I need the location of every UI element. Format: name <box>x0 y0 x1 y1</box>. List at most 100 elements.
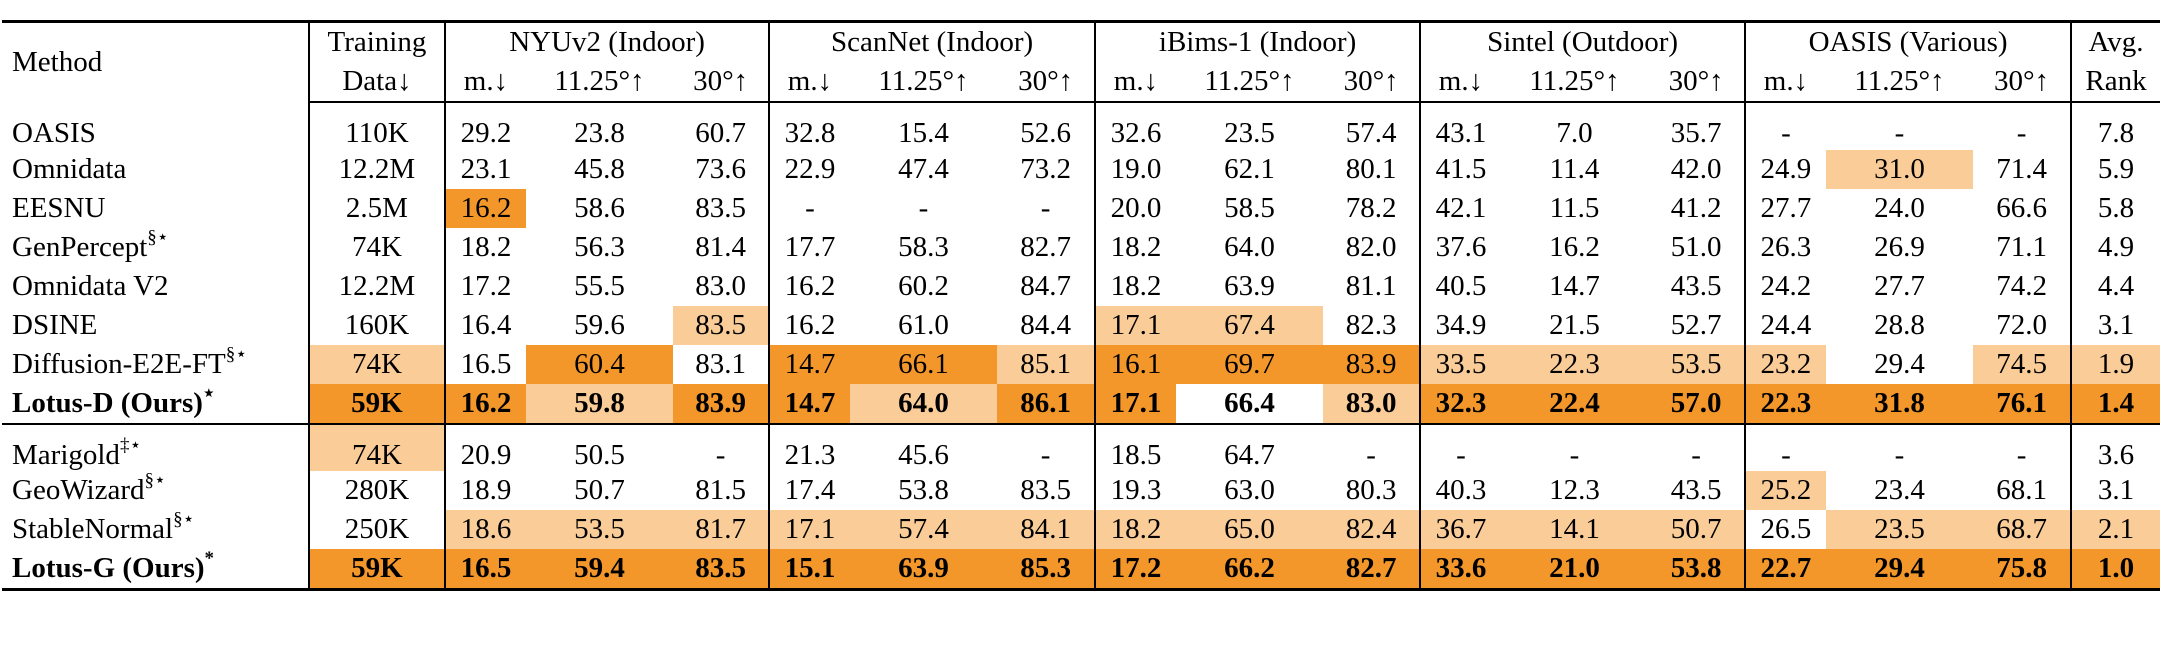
value-cell: 18.9 <box>444 471 526 510</box>
value-cell: 55.5 <box>574 270 625 302</box>
value-cell: 83.5 <box>1020 474 1071 506</box>
value-cell: 57.4 <box>1345 117 1397 149</box>
value-cell: 16.4 <box>444 306 526 345</box>
value-cell: 17.1 <box>1094 384 1176 425</box>
method-name: GenPercept <box>12 231 148 263</box>
value-cell: 21.0 <box>1500 549 1649 591</box>
value-cell: 84.7 <box>1020 270 1071 302</box>
value-cell: - <box>1419 424 1501 471</box>
value-cell: 20.0 <box>1094 189 1176 228</box>
table-row: DSINE 160K 16.4 59.6 83.5 16.2 61.0 84.4 17.1 67.… <box>2 306 2160 345</box>
metric-header: m.↓ <box>444 61 526 103</box>
value-cell: 83.5 <box>673 549 770 591</box>
value-cell: 32.8 <box>768 102 850 150</box>
value-cell: 21.5 <box>1549 309 1600 341</box>
avg-rank-cell: 4.9 <box>2070 228 2160 267</box>
method-name: Omnidata <box>12 153 127 185</box>
value-cell: 23.8 <box>574 117 625 149</box>
method-cell: Lotus-D (Ours)⋆ <box>2 384 309 425</box>
method-cell: Omnidata V2 <box>2 267 309 306</box>
value-cell: 51.0 <box>1670 231 1722 263</box>
method-name: GeoWizard <box>12 474 145 506</box>
table-row: OASIS 110K 29.2 23.8 60.7 32.8 15.4 52.6 32.6 23.… <box>2 102 2160 150</box>
value-cell: 61.0 <box>898 309 949 341</box>
value-cell: - <box>1894 117 1905 149</box>
value-cell: 7.0 <box>1556 117 1593 149</box>
table-row: StableNormal§⋆ 250K 18.6 53.5 81.7 17.1 57.4 84… <box>2 510 2160 549</box>
avg-rank-header-line1: Avg. <box>2070 20 2160 61</box>
value-cell: 53.8 <box>898 474 949 506</box>
value-cell: 28.8 <box>1874 309 1925 341</box>
method-name: OASIS <box>12 116 96 149</box>
value-cell: 11.4 <box>1549 153 1600 185</box>
value-cell: 15.4 <box>898 117 949 149</box>
avg-rank-cell: 3.1 <box>2070 306 2160 345</box>
value-cell: 26.5 <box>1744 510 1826 549</box>
value-cell: 14.7 <box>768 345 850 384</box>
value-cell: 60.7 <box>695 117 746 149</box>
avg-rank-cell: 7.8 <box>2070 102 2160 150</box>
value-cell: 43.1 <box>1419 102 1501 150</box>
value-cell: 83.1 <box>695 348 746 380</box>
value-cell: 17.2 <box>444 267 526 306</box>
avg-rank-header-line2: Rank <box>2070 61 2160 103</box>
table-row: Lotus-D (Ours)⋆ 59K 16.2 59.8 83.9 14.7 64.0 86… <box>2 384 2160 425</box>
value-cell: - <box>1744 102 1826 150</box>
method-cell: DSINE <box>2 306 309 345</box>
method-annotation: * <box>204 549 215 570</box>
value-cell: 26.9 <box>1874 231 1925 263</box>
value-cell: - <box>1366 438 1376 471</box>
value-cell: 59.8 <box>525 384 674 425</box>
value-cell: 34.9 <box>1419 306 1501 345</box>
value-cell: 14.7 <box>1549 270 1600 302</box>
method-cell: EESNU <box>2 189 309 228</box>
value-cell: 64.7 <box>1224 438 1275 471</box>
table-row: Lotus-G (Ours)* 59K 16.5 59.4 83.5 15.1 63.9 85… <box>2 549 2160 591</box>
value-cell: 81.1 <box>1345 270 1397 302</box>
header-row-metrics: Data↓ m.↓ 11.25°↑ 30°↑ m.↓ 11.25°↑ 30°↑ m.↓ 11.… <box>2 61 2160 103</box>
metric-header: 11.25°↑ <box>1175 61 1324 103</box>
avg-rank-cell: 1.0 <box>2070 549 2160 591</box>
method-cell: Diffusion-E2E-FT§⋆ <box>2 345 309 384</box>
value-cell: 17.1 <box>1094 306 1176 345</box>
value-cell: 64.0 <box>1224 231 1275 263</box>
value-cell: 53.5 <box>525 510 674 549</box>
avg-rank-cell: 1.4 <box>2070 384 2160 425</box>
value-cell: 58.3 <box>898 231 949 263</box>
method-name: Lotus-G (Ours) <box>12 552 205 584</box>
value-cell: 68.7 <box>1973 510 2072 549</box>
value-cell: 37.6 <box>1419 228 1501 267</box>
table-row: GenPercept§⋆ 74K 18.2 56.3 81.4 17.7 58.3 82.7 1… <box>2 228 2160 267</box>
method-annotation: §⋆ <box>147 228 169 249</box>
value-cell: 59.6 <box>574 309 625 341</box>
training-data-cell: 160K <box>307 306 446 345</box>
method-cell: GenPercept§⋆ <box>2 228 309 267</box>
value-cell: 71.4 <box>1996 153 2047 185</box>
value-cell: 80.1 <box>1345 153 1397 185</box>
value-cell: - <box>1691 438 1701 471</box>
value-cell: 66.4 <box>1175 384 1324 425</box>
training-data-cell: 110K <box>307 102 446 150</box>
value-cell: - <box>715 438 726 471</box>
value-cell: 16.5 <box>444 549 526 591</box>
dataset-header-ibims: iBims-1 (Indoor) <box>1094 20 1421 61</box>
value-cell: 83.5 <box>673 306 770 345</box>
method-cell: Omnidata <box>2 150 309 189</box>
value-cell: 82.7 <box>1323 549 1421 591</box>
value-cell: 63.9 <box>849 549 998 591</box>
value-cell: 81.7 <box>673 510 770 549</box>
avg-rank-cell: 4.4 <box>2070 267 2160 306</box>
value-cell: 59.4 <box>525 549 674 591</box>
method-cell: GeoWizard§⋆ <box>2 471 309 510</box>
value-cell: 24.4 <box>1744 306 1826 345</box>
value-cell: 67.4 <box>1175 306 1324 345</box>
value-cell: - <box>768 189 850 228</box>
value-cell: 50.7 <box>1648 510 1746 549</box>
value-cell: 17.1 <box>768 510 850 549</box>
value-cell: 18.2 <box>1094 228 1176 267</box>
value-cell: 52.6 <box>1020 117 1071 149</box>
metric-header: 30°↑ <box>997 61 1096 103</box>
value-cell: 41.5 <box>1419 150 1501 189</box>
value-cell: 84.4 <box>1020 309 1071 341</box>
table-body: OASIS 110K 29.2 23.8 60.7 32.8 15.4 52.6 32.6 23.… <box>2 102 2160 591</box>
